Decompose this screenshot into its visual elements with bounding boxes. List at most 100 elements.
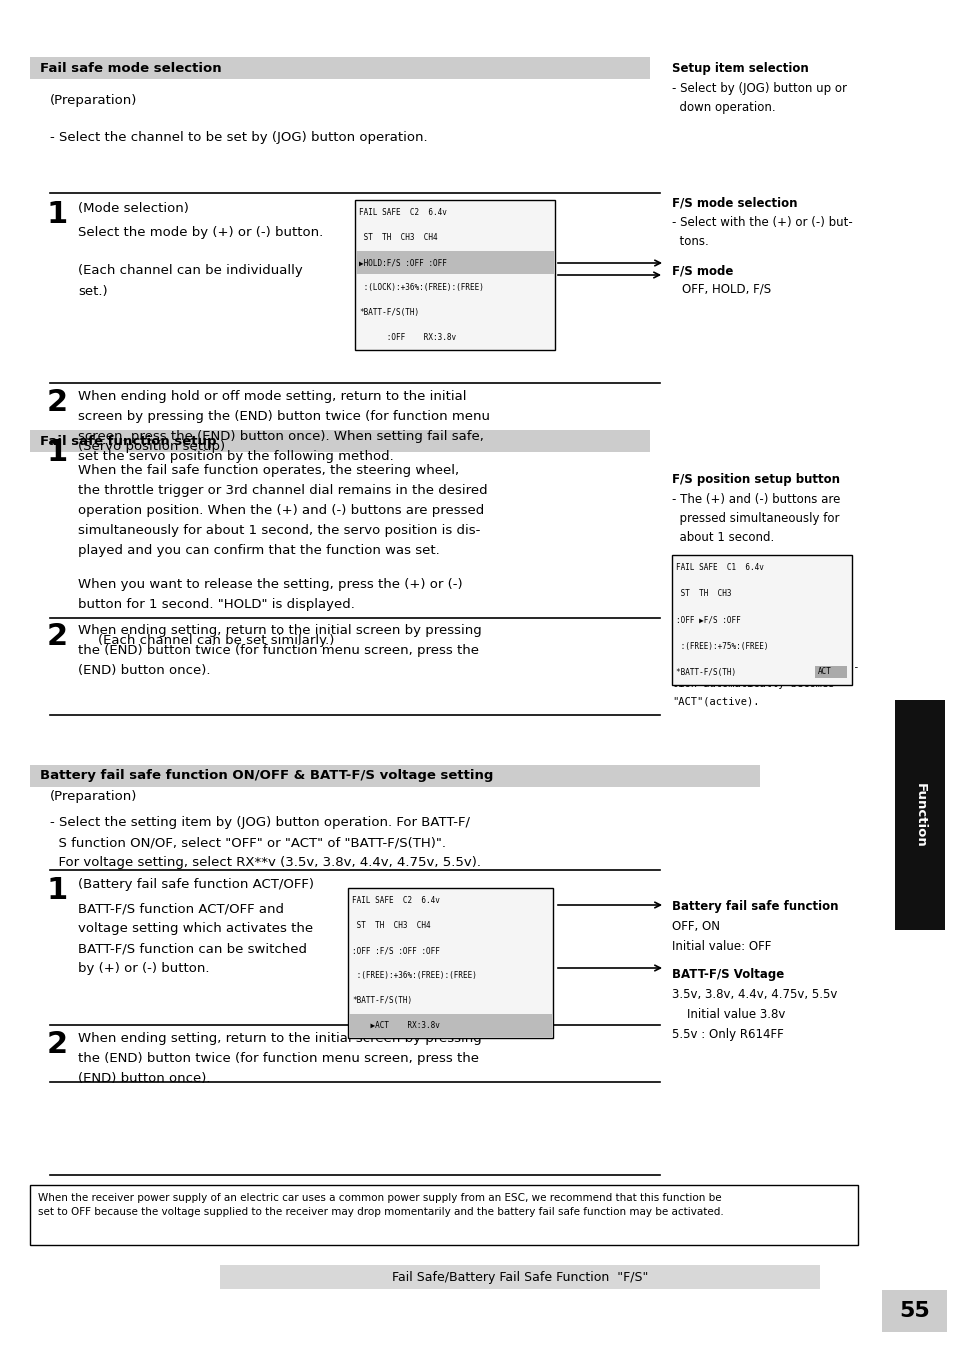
Text: F/S mode selection: F/S mode selection [671, 195, 797, 209]
Text: 1: 1 [47, 438, 69, 466]
Text: set the servo position by the following method.: set the servo position by the following … [78, 450, 394, 462]
Text: the (END) button twice (for function menu screen, press the: the (END) button twice (for function men… [78, 1051, 478, 1065]
Text: 2: 2 [47, 388, 68, 417]
Text: BATT-F/S function ACT/OFF and: BATT-F/S function ACT/OFF and [78, 902, 284, 915]
Text: pressed simultaneously for: pressed simultaneously for [671, 512, 839, 524]
Text: Fail Safe/Battery Fail Safe Function  "F/S": Fail Safe/Battery Fail Safe Function "F/… [392, 1271, 647, 1283]
Text: OFF, HOLD, F/S: OFF, HOLD, F/S [681, 283, 770, 297]
Text: tons.: tons. [671, 235, 708, 248]
Text: ACT: ACT [817, 667, 830, 677]
Bar [355, 200, 555, 350]
Text: (END) button once).: (END) button once). [78, 665, 211, 677]
Text: When ending setting, return to the initial screen by pressing: When ending setting, return to the initi… [78, 1033, 481, 1045]
Text: Initial value: OFF: Initial value: OFF [671, 940, 771, 953]
Bar [348, 888, 553, 1038]
Text: :OFF ▶F/S :OFF: :OFF ▶F/S :OFF [676, 616, 740, 624]
Text: F/S position setup button: F/S position setup button [671, 473, 840, 487]
Text: - Select the channel to be set by (JOG) button operation.: - Select the channel to be set by (JOG) … [50, 131, 427, 144]
Bar [30, 1185, 857, 1246]
Text: S function ON/OF, select "OFF" or "ACT" of "BATT-F/S(TH)".: S function ON/OF, select "OFF" or "ACT" … [50, 836, 446, 849]
Text: Initial value 3.8v: Initial value 3.8v [686, 1008, 784, 1020]
Text: Battery fail safe function ON/OFF & BATT-F/S voltage setting: Battery fail safe function ON/OFF & BATT… [40, 770, 493, 782]
Text: (Preparation): (Preparation) [50, 94, 137, 106]
Text: (Preparation): (Preparation) [50, 790, 137, 803]
Bar [355, 251, 554, 274]
Text: simultaneously for about 1 second, the servo position is dis-: simultaneously for about 1 second, the s… [78, 524, 480, 537]
Text: :(LOCK):+36%:(FREE):(FREE): :(LOCK):+36%:(FREE):(FREE) [358, 283, 483, 293]
Text: :(FREE):+75%:(FREE): :(FREE):+75%:(FREE) [676, 642, 768, 651]
Text: 2: 2 [47, 621, 68, 651]
Text: *BATT-F/S(TH): *BATT-F/S(TH) [358, 307, 418, 317]
Text: - Select with the (+) or (-) but-: - Select with the (+) or (-) but- [671, 216, 852, 229]
Text: 3.5v, 3.8v, 4.4v, 4.75v, 5.5v: 3.5v, 3.8v, 4.4v, 4.75v, 5.5v [671, 988, 837, 1002]
Text: screen, press the (END) button once). When setting fail safe,: screen, press the (END) button once). Wh… [78, 430, 483, 443]
Text: *BATT-F/S(TH): *BATT-F/S(TH) [352, 996, 412, 1006]
Text: Setup item selection: Setup item selection [671, 62, 808, 75]
Bar [882, 1290, 946, 1332]
Text: - The (+) and (-) buttons are: - The (+) and (-) buttons are [671, 493, 840, 506]
Text: FAIL SAFE  C1  6.4v: FAIL SAFE C1 6.4v [676, 563, 763, 573]
Text: - Select by (JOG) button up or: - Select by (JOG) button up or [671, 82, 846, 94]
Text: screen by pressing the (END) button twice (for function menu: screen by pressing the (END) button twic… [78, 410, 490, 423]
Text: When you want to release the setting, press the (+) or (-): When you want to release the setting, pr… [78, 578, 462, 590]
Text: :OFF :F/S :OFF :OFF: :OFF :F/S :OFF :OFF [352, 946, 439, 954]
Text: - Select the setting item by (JOG) button operation. For BATT-F/: - Select the setting item by (JOG) butto… [50, 816, 470, 829]
Text: 5.5v : Only R614FF: 5.5v : Only R614FF [671, 1029, 783, 1041]
Text: When the receiver power supply of an electric car uses a common power supply fro: When the receiver power supply of an ele… [38, 1193, 723, 1217]
Text: 1: 1 [47, 876, 69, 905]
Text: ▶ACT    RX:3.8v: ▶ACT RX:3.8v [352, 1020, 439, 1030]
Text: :(FREE):+36%:(FREE):(FREE): :(FREE):+36%:(FREE):(FREE) [352, 971, 476, 980]
Text: about 1 second.: about 1 second. [671, 531, 774, 545]
Text: "FASST-C1", the BATT-F/S func-: "FASST-C1", the BATT-F/S func- [671, 662, 859, 673]
Text: Fail safe function setup: Fail safe function setup [40, 434, 216, 448]
Text: the throttle trigger or 3rd channel dial remains in the desired: the throttle trigger or 3rd channel dial… [78, 484, 487, 497]
Text: 2: 2 [47, 1030, 68, 1060]
Text: OFF, ON: OFF, ON [671, 919, 720, 933]
Text: the (END) button twice (for function menu screen, press the: the (END) button twice (for function men… [78, 644, 478, 656]
Text: ▶HOLD:F/S :OFF :OFF: ▶HOLD:F/S :OFF :OFF [358, 257, 446, 267]
Text: When ending setting, return to the initial screen by pressing: When ending setting, return to the initi… [78, 624, 481, 638]
Text: ST  TH  CH3: ST TH CH3 [676, 589, 731, 599]
Text: (Mode selection): (Mode selection) [78, 202, 189, 214]
Bar [30, 430, 649, 452]
Bar [30, 57, 649, 80]
Text: (Each channel can be individually: (Each channel can be individually [78, 264, 302, 276]
Text: "ACT"(active).: "ACT"(active). [671, 696, 759, 706]
Bar [815, 666, 846, 678]
Text: FAIL SAFE  C2  6.4v: FAIL SAFE C2 6.4v [352, 896, 439, 905]
Text: For voltage setting, select RX**v (3.5v, 3.8v, 4.4v, 4.75v, 5.5v).: For voltage setting, select RX**v (3.5v,… [50, 856, 480, 869]
Text: by (+) or (-) button.: by (+) or (-) button. [78, 962, 210, 975]
Bar [30, 766, 760, 787]
Text: 55: 55 [898, 1301, 929, 1321]
Text: operation position. When the (+) and (-) buttons are pressed: operation position. When the (+) and (-)… [78, 504, 484, 518]
Text: (Battery fail safe function ACT/OFF): (Battery fail safe function ACT/OFF) [78, 878, 314, 891]
Text: BATT-F/S function can be switched: BATT-F/S function can be switched [78, 942, 307, 954]
Text: set.): set.) [78, 284, 108, 298]
Text: (Servo position setup): (Servo position setup) [78, 439, 225, 453]
Text: down operation.: down operation. [671, 101, 775, 115]
Text: 1: 1 [47, 200, 69, 229]
Text: F/S mode: F/S mode [671, 266, 733, 278]
Text: button for 1 second. "HOLD" is displayed.: button for 1 second. "HOLD" is displayed… [78, 599, 355, 611]
Text: voltage setting which activates the: voltage setting which activates the [78, 922, 313, 936]
Text: Select the mode by (+) or (-) button.: Select the mode by (+) or (-) button. [78, 226, 323, 239]
Text: *BATT-F/S(TH): *BATT-F/S(TH) [676, 667, 744, 677]
Text: When ending hold or off mode setting, return to the initial: When ending hold or off mode setting, re… [78, 390, 466, 403]
Text: BATT-F/S Voltage: BATT-F/S Voltage [671, 968, 783, 981]
Text: (Each channel can be set similarly.): (Each channel can be set similarly.) [98, 634, 334, 647]
Text: FAIL SAFE  C2  6.4v: FAIL SAFE C2 6.4v [358, 208, 446, 217]
Text: Fail safe mode selection: Fail safe mode selection [40, 62, 221, 74]
Text: When RX TYPE is set to: When RX TYPE is set to [671, 644, 809, 655]
Bar [894, 700, 944, 930]
Text: played and you can confirm that the function was set.: played and you can confirm that the func… [78, 545, 439, 557]
Text: tion automatically becomes: tion automatically becomes [671, 679, 834, 689]
Text: :OFF    RX:3.8v: :OFF RX:3.8v [358, 333, 456, 342]
Bar [349, 1014, 552, 1037]
Text: Function: Function [913, 783, 925, 848]
Text: (END) button once).: (END) button once). [78, 1072, 211, 1085]
Bar [671, 555, 851, 685]
Text: When the fail safe function operates, the steering wheel,: When the fail safe function operates, th… [78, 464, 458, 477]
Text: Battery fail safe function: Battery fail safe function [671, 900, 838, 913]
Text: ST  TH  CH3  CH4: ST TH CH3 CH4 [352, 921, 430, 930]
Text: ST  TH  CH3  CH4: ST TH CH3 CH4 [358, 233, 437, 243]
